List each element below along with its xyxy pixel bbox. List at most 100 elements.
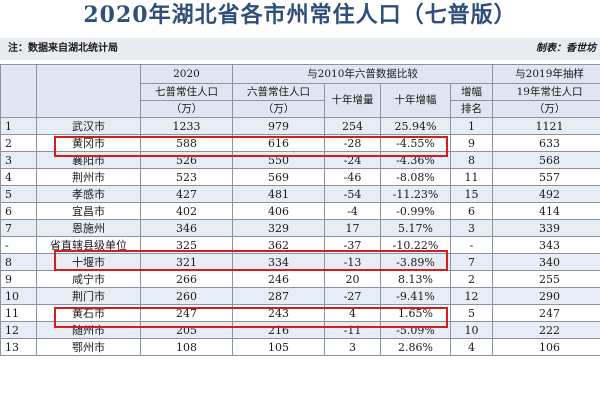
pop-2019: 340 bbox=[492, 253, 600, 271]
pop-2020: 247 bbox=[140, 304, 233, 322]
pop-2019: 339 bbox=[492, 219, 600, 237]
region-name: 黄石市 bbox=[36, 304, 141, 322]
header-increase: 十年增量 bbox=[324, 83, 381, 118]
pop-2010: 616 bbox=[232, 134, 325, 152]
table-row: 12 随州市 205 216 -11 -5.09% 10 222 bbox=[0, 321, 600, 339]
row-number: 8 bbox=[0, 253, 37, 271]
ten-year-rate: 25.94% bbox=[380, 117, 451, 135]
pop-2019: 492 bbox=[492, 185, 600, 203]
header-2020-unit: （万） bbox=[140, 100, 233, 118]
ten-year-rate: -9.41% bbox=[380, 287, 451, 305]
ten-year-increase: -27 bbox=[324, 287, 381, 305]
pop-2019: 343 bbox=[492, 236, 600, 254]
note-bar: 注：数据来自湖北统计局 制表：香世坊 bbox=[0, 38, 600, 60]
header-2019-unit: （万） bbox=[492, 100, 600, 118]
region-name: 荆门市 bbox=[36, 287, 141, 305]
table-row: 4 荆州市 523 569 -46 -8.08% 11 557 bbox=[0, 168, 600, 186]
pop-2019: 222 bbox=[492, 321, 600, 339]
pop-2020: 588 bbox=[140, 134, 233, 152]
ten-year-increase: 3 bbox=[324, 338, 381, 356]
pop-2020: 402 bbox=[140, 202, 233, 220]
table-row: 10 荆门市 260 287 -27 -9.41% 12 290 bbox=[0, 287, 600, 305]
ten-year-increase: 4 bbox=[324, 304, 381, 322]
pop-2010: 216 bbox=[232, 321, 325, 339]
pop-2019: 1121 bbox=[492, 117, 600, 135]
region-name: 襄阳市 bbox=[36, 151, 141, 169]
ten-year-increase: 17 bbox=[324, 219, 381, 237]
ten-year-rate: -4.36% bbox=[380, 151, 451, 169]
page-title: 2020年湖北省各市州常住人口（七普版） bbox=[83, 2, 517, 28]
header-2010-unit: （万） bbox=[232, 100, 325, 118]
table-row: 13 鄂州市 108 105 3 2.86% 4 106 bbox=[0, 338, 600, 356]
region-name: 鄂州市 bbox=[36, 338, 141, 356]
pop-2019: 633 bbox=[492, 134, 600, 152]
source-note: 注：数据来自湖北统计局 bbox=[8, 43, 118, 54]
pop-2020: 108 bbox=[140, 338, 233, 356]
region-name: 武汉市 bbox=[36, 117, 141, 135]
header-group-2010: 与2010年六普数据比较 bbox=[231, 64, 494, 84]
rate-rank: 15 bbox=[449, 185, 494, 203]
region-name: 恩施州 bbox=[36, 219, 141, 237]
rate-rank: 5 bbox=[449, 304, 494, 322]
ten-year-increase: -24 bbox=[324, 151, 381, 169]
table-row: 3 襄阳市 526 550 -24 -4.36% 8 568 bbox=[0, 151, 600, 169]
ten-year-rate: -3.89% bbox=[380, 253, 451, 271]
ten-year-rate: -10.22% bbox=[380, 236, 451, 254]
rate-rank: 11 bbox=[449, 168, 494, 186]
pop-2010: 362 bbox=[232, 236, 325, 254]
ten-year-rate: -4.55% bbox=[380, 134, 451, 152]
ten-year-rate: 8.13% bbox=[380, 270, 451, 288]
region-name: 咸宁市 bbox=[36, 270, 141, 288]
ten-year-rate: 2.86% bbox=[380, 338, 451, 356]
pop-2010: 329 bbox=[232, 219, 325, 237]
region-name: 黄冈市 bbox=[36, 134, 141, 152]
ten-year-increase: 20 bbox=[324, 270, 381, 288]
pop-2010: 481 bbox=[232, 185, 325, 203]
pop-2010: 243 bbox=[232, 304, 325, 322]
pop-2010: 550 bbox=[232, 151, 325, 169]
row-number: 7 bbox=[0, 219, 37, 237]
rate-rank: - bbox=[449, 236, 494, 254]
pop-2010: 105 bbox=[232, 338, 325, 356]
ten-year-increase: -4 bbox=[324, 202, 381, 220]
ten-year-increase: -46 bbox=[324, 168, 381, 186]
ten-year-rate: 5.17% bbox=[380, 219, 451, 237]
rate-rank: 9 bbox=[449, 134, 494, 152]
region-name: 荆州市 bbox=[36, 168, 141, 186]
pop-2010: 406 bbox=[232, 202, 325, 220]
pop-2010: 246 bbox=[232, 270, 325, 288]
row-number: 1 bbox=[0, 117, 37, 135]
rate-rank: 7 bbox=[449, 253, 494, 271]
ten-year-increase: -11 bbox=[324, 321, 381, 339]
maker-note: 制表：香世坊 bbox=[536, 43, 596, 54]
ten-year-increase: -28 bbox=[324, 134, 381, 152]
pop-2019: 568 bbox=[492, 151, 600, 169]
row-number: 2 bbox=[0, 134, 37, 152]
ten-year-rate: -0.99% bbox=[380, 202, 451, 220]
pop-2019: 414 bbox=[492, 202, 600, 220]
pop-2019: 255 bbox=[492, 270, 600, 288]
table-row: 1 武汉市 1233 979 254 25.94% 1 1121 bbox=[0, 117, 600, 135]
pop-2020: 526 bbox=[140, 151, 233, 169]
pop-2019: 557 bbox=[492, 168, 600, 186]
pop-2020: 427 bbox=[140, 185, 233, 203]
header-no bbox=[0, 64, 37, 118]
rate-rank: 2 bbox=[449, 270, 494, 288]
header-name bbox=[36, 64, 141, 118]
region-name: 随州市 bbox=[36, 321, 141, 339]
rate-rank: 3 bbox=[449, 219, 494, 237]
table-row: 7 恩施州 346 329 17 5.17% 3 339 bbox=[0, 219, 600, 237]
row-number: 12 bbox=[0, 321, 37, 339]
header-rank2: 排名 bbox=[449, 100, 494, 118]
region-name: 十堰市 bbox=[36, 253, 141, 271]
pop-2020: 346 bbox=[140, 219, 233, 237]
ten-year-increase: -54 bbox=[324, 185, 381, 203]
row-number: 9 bbox=[0, 270, 37, 288]
region-name: 孝感市 bbox=[36, 185, 141, 203]
header-2019: 19年常住人口 bbox=[492, 83, 600, 101]
pop-2020: 205 bbox=[140, 321, 233, 339]
pop-2019: 106 bbox=[492, 338, 600, 356]
pop-2019: 247 bbox=[492, 304, 600, 322]
row-number: 5 bbox=[0, 185, 37, 203]
pop-2020: 1233 bbox=[140, 117, 233, 135]
